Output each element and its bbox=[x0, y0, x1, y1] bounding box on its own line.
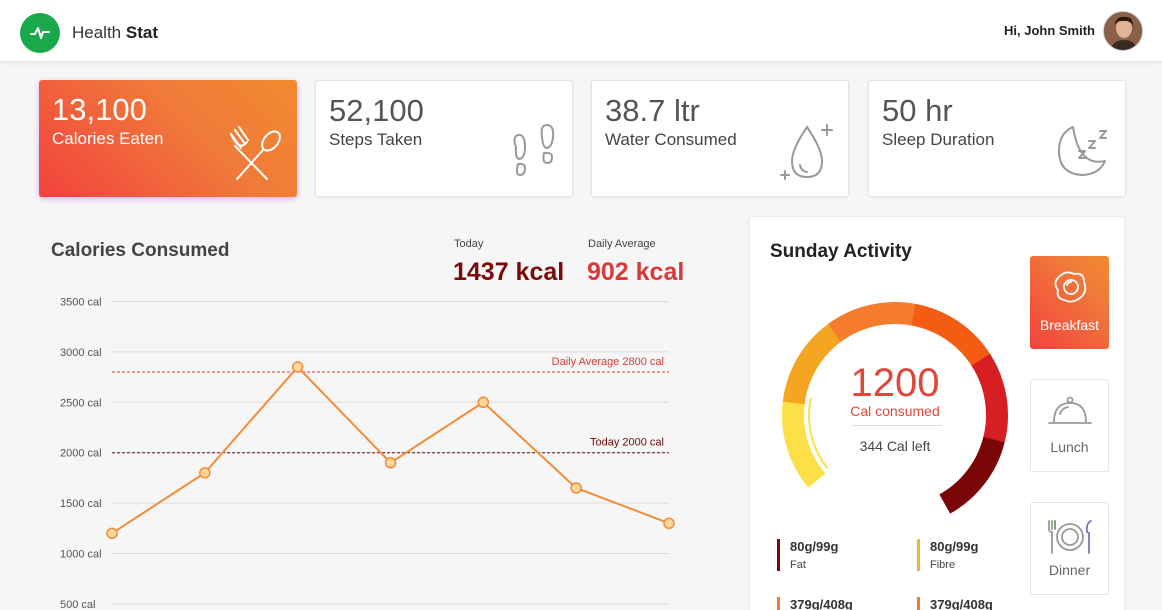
data-point[interactable] bbox=[663, 517, 675, 530]
gauge-segment bbox=[971, 353, 1008, 444]
stat-card-calories[interactable]: 13,100 Calories Eaten bbox=[39, 80, 297, 197]
y-tick-label: 2500 cal bbox=[60, 397, 102, 409]
data-point[interactable] bbox=[199, 467, 211, 479]
data-point[interactable] bbox=[291, 361, 304, 373]
plate-cutlery-icon bbox=[1031, 517, 1108, 562]
macro-item: 379g/408g bbox=[777, 597, 853, 610]
activity-title: Sunday Activity bbox=[770, 241, 912, 262]
calories-chart-title: Calories Consumed bbox=[51, 240, 230, 261]
avatar[interactable] bbox=[1103, 11, 1143, 51]
macro-fibre: 80g/99g Fibre bbox=[917, 539, 978, 571]
y-tick-label: 1000 cal bbox=[60, 549, 102, 561]
macro-amount: 379g/408g bbox=[930, 597, 993, 610]
gauge-inner-accent bbox=[808, 397, 829, 469]
stat-value: 50 hr bbox=[882, 93, 953, 128]
daily-average-kcal: 902 kcal bbox=[587, 258, 685, 286]
macro-name: Fibre bbox=[930, 559, 956, 571]
reference-line-label: Today 2000 cal bbox=[590, 437, 664, 449]
stat-card-water[interactable]: 38.7 ltr Water Consumed bbox=[591, 80, 849, 197]
stat-label: Sleep Duration bbox=[882, 130, 995, 149]
data-point[interactable] bbox=[384, 457, 397, 469]
footprints-icon bbox=[508, 123, 562, 188]
app-title: Health Stat bbox=[72, 23, 158, 43]
macro-bar bbox=[917, 597, 920, 610]
gauge-segment bbox=[782, 400, 826, 488]
macro-name: Fat bbox=[790, 559, 806, 571]
gauge-remaining: 344 Cal left bbox=[859, 438, 931, 454]
top-bar: Health Stat Hi, John Smith bbox=[0, 0, 1162, 62]
y-tick-label: 1500 cal bbox=[60, 498, 102, 510]
today-label: Today bbox=[454, 238, 484, 250]
stat-card-sleep[interactable]: 50 hr Sleep Duration bbox=[868, 80, 1126, 197]
meal-label: Dinner bbox=[1048, 562, 1091, 578]
calories-line-chart: 3500 cal 3000 cal 2500 cal 2000 cal 1500 cal… bbox=[60, 297, 675, 610]
macro-bar bbox=[777, 597, 780, 610]
user-greeting[interactable]: Hi, John Smith bbox=[1004, 23, 1095, 38]
y-tick-label: 3500 cal bbox=[60, 297, 102, 309]
stat-card-steps[interactable]: 52,100 Steps Taken bbox=[315, 80, 573, 197]
stat-label: Steps Taken bbox=[329, 130, 423, 149]
reference-line-label: Daily Average 2800 cal bbox=[552, 356, 664, 368]
today-kcal: 1437 kcal bbox=[453, 258, 565, 286]
brand-light: Health bbox=[72, 23, 126, 42]
meal-breakfast-button[interactable]: Breakfast bbox=[1030, 256, 1109, 349]
stat-label: Water Consumed bbox=[605, 130, 737, 149]
macro-amount: 80g/99g bbox=[930, 539, 979, 554]
stat-value: 52,100 bbox=[329, 93, 424, 128]
meal-label: Lunch bbox=[1050, 439, 1089, 455]
cloche-icon bbox=[1031, 394, 1108, 435]
moon-sleep-icon bbox=[1049, 121, 1115, 188]
macro-amount: 80g/99g bbox=[790, 539, 839, 554]
macro-bar bbox=[777, 539, 780, 571]
meal-dinner-button[interactable]: Dinner bbox=[1030, 502, 1109, 595]
macro-item: 379g/408g bbox=[917, 597, 993, 610]
data-point[interactable] bbox=[477, 396, 490, 409]
gauge-segment bbox=[939, 436, 1005, 514]
macro-bar bbox=[917, 539, 920, 571]
stat-value: 13,100 bbox=[52, 92, 147, 127]
activity-panel: Sunday Activity 1200 Cal consumed 344 Ca… bbox=[749, 216, 1125, 610]
gauge-segment bbox=[827, 302, 917, 342]
macro-fat: 80g/99g Fat bbox=[777, 539, 838, 571]
data-point[interactable] bbox=[570, 482, 582, 494]
data-point[interactable] bbox=[106, 527, 118, 540]
gauge-segment bbox=[911, 303, 991, 367]
macro-amount: 379g/408g bbox=[790, 597, 853, 610]
fork-spoon-icon bbox=[227, 124, 287, 189]
y-tick-label: 3000 cal bbox=[60, 347, 102, 359]
brand-bold: Stat bbox=[125, 23, 158, 42]
gauge-segment bbox=[782, 323, 843, 405]
daily-average-label: Daily Average bbox=[588, 238, 656, 250]
water-drop-icon bbox=[778, 121, 838, 188]
stat-label: Calories Eaten bbox=[52, 129, 164, 148]
meal-label: Breakfast bbox=[1039, 317, 1100, 333]
fried-egg-icon bbox=[1030, 270, 1109, 311]
meal-lunch-button[interactable]: Lunch bbox=[1030, 379, 1109, 472]
gauge-caption: Cal consumed bbox=[850, 403, 940, 419]
y-tick-label: 2000 cal bbox=[60, 448, 102, 460]
pulse-logo-icon[interactable] bbox=[20, 13, 60, 53]
stat-value: 38.7 ltr bbox=[605, 93, 700, 128]
y-tick-label: 500 cal bbox=[60, 599, 95, 610]
series-line bbox=[111, 365, 670, 535]
gauge-value: 1200 bbox=[850, 361, 940, 405]
gauge-divider bbox=[852, 425, 942, 426]
calorie-gauge bbox=[782, 302, 1008, 514]
